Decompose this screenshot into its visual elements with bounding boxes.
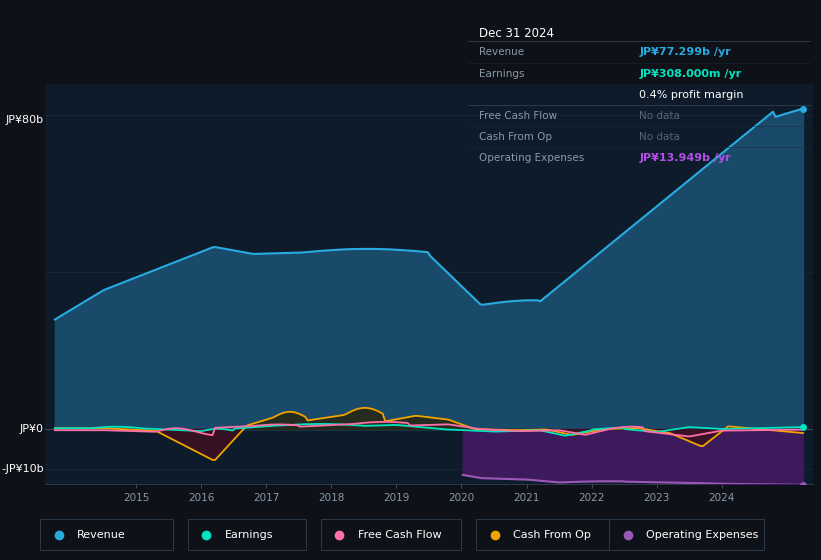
Text: Cash From Op: Cash From Op: [479, 132, 552, 142]
Text: Earnings: Earnings: [479, 69, 524, 79]
Text: Free Cash Flow: Free Cash Flow: [479, 111, 557, 121]
Text: JP¥80b: JP¥80b: [6, 115, 44, 125]
Text: Revenue: Revenue: [77, 530, 126, 540]
Text: JP¥308.000m /yr: JP¥308.000m /yr: [639, 69, 741, 79]
Text: 0.4% profit margin: 0.4% profit margin: [639, 90, 744, 100]
Text: Earnings: Earnings: [225, 530, 273, 540]
Text: -JP¥10b: -JP¥10b: [1, 464, 44, 474]
Text: Operating Expenses: Operating Expenses: [646, 530, 759, 540]
Text: JP¥77.299b /yr: JP¥77.299b /yr: [639, 46, 731, 57]
Text: Operating Expenses: Operating Expenses: [479, 153, 584, 163]
Text: No data: No data: [639, 132, 680, 142]
Text: Dec 31 2024: Dec 31 2024: [479, 27, 553, 40]
Text: JP¥0: JP¥0: [20, 424, 44, 435]
Text: Free Cash Flow: Free Cash Flow: [358, 530, 442, 540]
Text: Cash From Op: Cash From Op: [513, 530, 591, 540]
Text: Revenue: Revenue: [479, 46, 524, 57]
Text: No data: No data: [639, 111, 680, 121]
Text: JP¥13.949b /yr: JP¥13.949b /yr: [639, 153, 731, 163]
